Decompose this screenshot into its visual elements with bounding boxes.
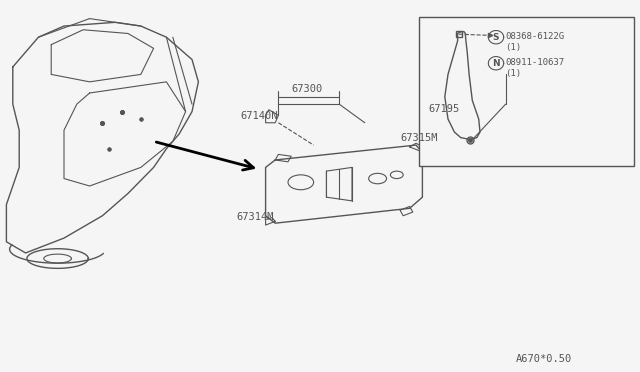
Text: S: S [493, 33, 499, 42]
Text: 08368-6122G: 08368-6122G [506, 32, 564, 41]
Text: A670*0.50: A670*0.50 [516, 354, 572, 364]
Text: 67300: 67300 [292, 84, 323, 94]
Polygon shape [6, 22, 198, 253]
Bar [419, 17, 634, 166]
Polygon shape [266, 145, 422, 223]
Text: (1): (1) [506, 43, 522, 52]
Text: (1): (1) [506, 69, 522, 78]
Text: 67140N: 67140N [240, 111, 278, 121]
Text: 67195: 67195 [429, 104, 460, 113]
Polygon shape [445, 32, 480, 140]
Text: N: N [492, 59, 500, 68]
Text: 67315M: 67315M [400, 134, 438, 143]
Text: 08911-10637: 08911-10637 [506, 58, 564, 67]
Text: 67314M: 67314M [237, 212, 275, 221]
